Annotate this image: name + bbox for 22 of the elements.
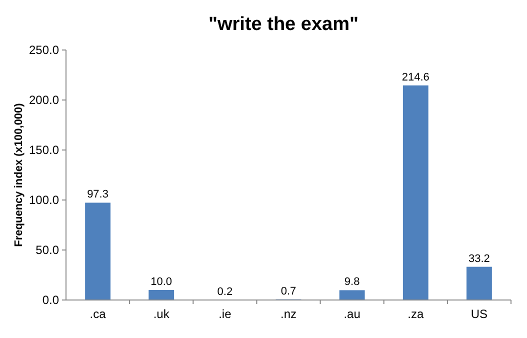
- x-tick-label: .nz: [280, 307, 297, 321]
- data-label: 0.2: [217, 286, 233, 298]
- data-label: 10.0: [150, 276, 172, 288]
- data-label: 33.2: [468, 252, 490, 265]
- x-tick-label: .ie: [218, 307, 232, 321]
- data-label: 214.6: [402, 71, 430, 84]
- data-label: 97.3: [87, 188, 108, 201]
- y-axis-title: Frequency index (x100,000): [13, 102, 25, 247]
- y-tick-label: 250.0: [28, 43, 60, 58]
- x-tick-label: .ca: [90, 307, 106, 321]
- y-tick-label: 50.0: [36, 243, 60, 258]
- data-label: 0.7: [280, 285, 296, 298]
- x-tick-label: US: [470, 307, 488, 321]
- data-label: 9.8: [344, 276, 360, 288]
- chart-title: "write the exam": [208, 14, 359, 35]
- x-tick-label: .au: [344, 307, 360, 321]
- x-tick-label: .za: [408, 307, 424, 321]
- y-tick-label: 0.0: [42, 293, 60, 308]
- y-tick-label: 150.0: [28, 143, 60, 158]
- y-tick-label: 200.0: [28, 93, 60, 108]
- y-tick-label: 100.0: [28, 193, 60, 208]
- x-tick-label: .uk: [153, 307, 170, 321]
